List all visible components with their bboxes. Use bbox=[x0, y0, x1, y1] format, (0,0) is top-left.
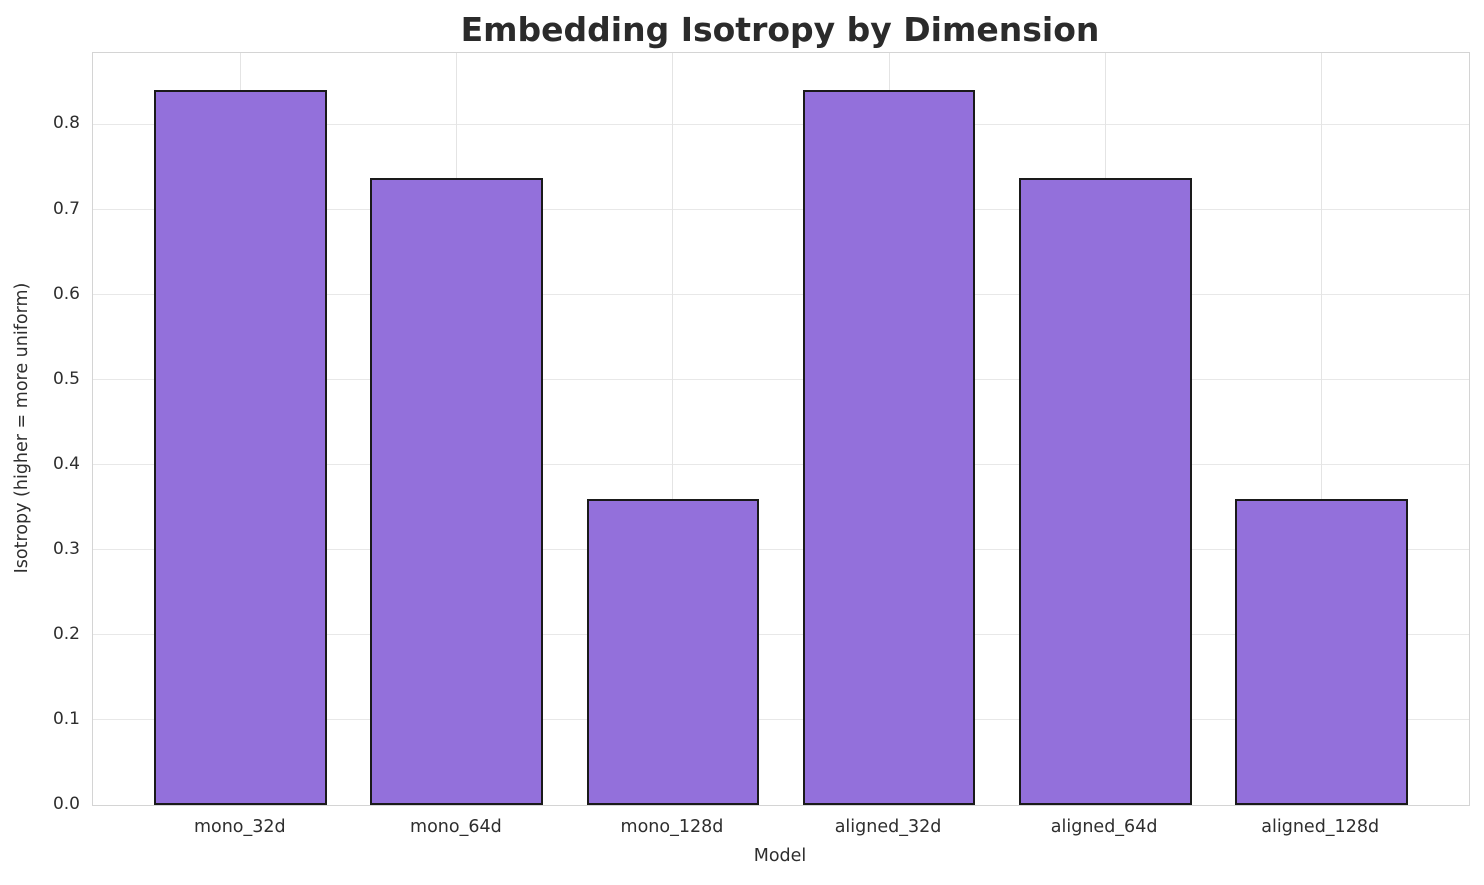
bar-aligned_32d bbox=[802, 90, 976, 805]
bar-aligned_64d bbox=[1018, 178, 1192, 805]
y-tick-label: 0.3 bbox=[52, 538, 80, 559]
y-tick-label: 0.2 bbox=[52, 623, 80, 644]
bar-aligned_128d bbox=[1234, 498, 1408, 805]
x-tick-label: mono_64d bbox=[410, 817, 502, 837]
x-tick-label: mono_32d bbox=[193, 817, 286, 837]
y-tick-label: 0.7 bbox=[52, 198, 80, 219]
gridline-horizontal bbox=[93, 379, 1469, 381]
bar-mono_128d bbox=[586, 498, 760, 805]
gridline-horizontal bbox=[93, 209, 1469, 211]
y-tick-label: 0.4 bbox=[52, 453, 80, 474]
x-tick-label: aligned_64d bbox=[1050, 817, 1158, 837]
chart-title: Embedding Isotropy by Dimension bbox=[460, 10, 1100, 49]
bar-mono_32d bbox=[154, 90, 328, 805]
y-tick-label: 0.5 bbox=[52, 368, 80, 389]
y-tick-label: 0.8 bbox=[52, 113, 80, 134]
gridline-horizontal bbox=[93, 294, 1469, 296]
gridline-horizontal bbox=[93, 123, 1469, 125]
x-tick-label: aligned_128d bbox=[1261, 817, 1380, 837]
gridline-vertical bbox=[1320, 53, 1322, 805]
x-tick-label: aligned_32d bbox=[834, 817, 942, 837]
y-tick-label: 0.6 bbox=[52, 283, 80, 304]
x-axis-label: Model bbox=[753, 846, 807, 866]
gridline-horizontal bbox=[93, 634, 1469, 636]
gridline-horizontal bbox=[93, 464, 1469, 466]
gridline-horizontal bbox=[93, 549, 1469, 551]
y-axis-label: Isotropy (higher = more uniform) bbox=[12, 282, 32, 574]
bar-mono_64d bbox=[370, 178, 544, 805]
y-tick-label: 0.1 bbox=[52, 708, 80, 729]
gridline-horizontal bbox=[93, 719, 1469, 721]
y-tick-label: 0.0 bbox=[52, 794, 80, 814]
gridline-vertical bbox=[672, 53, 674, 805]
x-tick-label: mono_128d bbox=[620, 817, 724, 837]
plot-area bbox=[92, 52, 1470, 806]
